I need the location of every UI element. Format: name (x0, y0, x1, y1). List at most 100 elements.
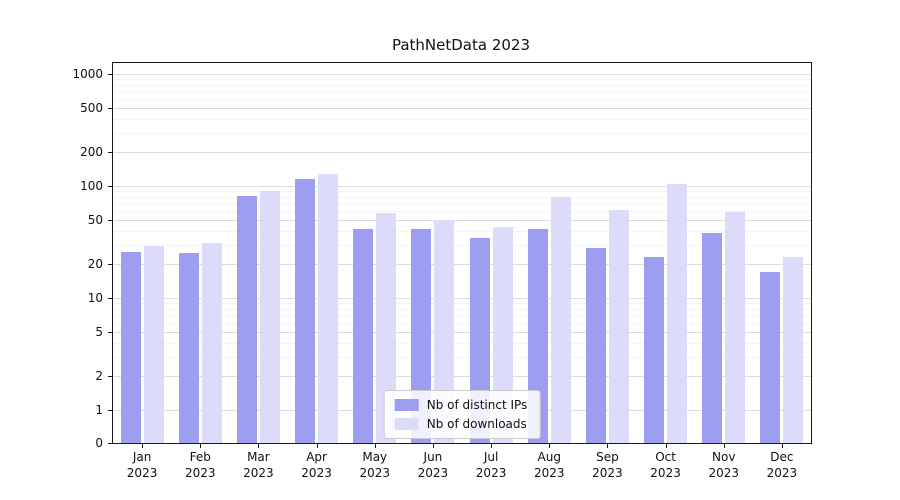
legend-label-distinct-ips: Nb of distinct IPs (426, 398, 528, 412)
y-tick-label: 0 (95, 436, 103, 450)
minor-gridline (113, 196, 811, 198)
x-tick-label: Apr 2023 (301, 450, 332, 480)
x-tick-mark (374, 444, 376, 448)
bar-downloads-mar (259, 190, 280, 443)
major-gridline (113, 152, 811, 154)
x-tick-label: Dec 2023 (766, 450, 798, 480)
legend-swatch-downloads (394, 418, 419, 430)
y-tick-mark (108, 219, 112, 221)
minor-gridline (113, 308, 811, 310)
minor-gridline (113, 191, 811, 193)
minor-gridline (113, 98, 811, 100)
bar-downloads-jul (492, 227, 513, 443)
x-tick-mark (491, 444, 493, 448)
minor-gridline (113, 118, 811, 120)
y-tick-label: 20 (87, 257, 103, 272)
bar-downloads-aug (550, 196, 571, 443)
y-tick-mark (108, 331, 112, 333)
minor-gridline (113, 132, 811, 134)
bar-distinct-ips-apr (295, 179, 316, 443)
bar-downloads-feb (201, 242, 222, 443)
minor-gridline (113, 244, 811, 246)
x-tick-label: Feb 2023 (184, 450, 216, 480)
x-tick-mark (665, 444, 667, 448)
legend-item-distinct-ips: Nb of distinct IPs (394, 398, 528, 412)
x-tick-label: May 2023 (359, 450, 391, 480)
x-tick-label: Jan 2023 (126, 450, 158, 480)
legend-label-downloads: Nb of downloads (426, 417, 527, 431)
x-tick-mark (316, 444, 318, 448)
x-tick-label: Oct 2023 (650, 450, 681, 480)
minor-gridline (113, 322, 811, 324)
bar-downloads-sep (608, 210, 629, 443)
y-tick-mark (108, 152, 112, 154)
bar-distinct-ips-mar (236, 195, 257, 443)
bar-distinct-ips-jun (411, 229, 432, 443)
minor-gridline (113, 356, 811, 358)
major-gridline (113, 298, 811, 299)
y-tick-mark (108, 443, 112, 444)
y-tick-mark (108, 264, 112, 266)
bar-distinct-ips-nov (702, 233, 723, 443)
y-tick-label: 5 (95, 324, 103, 339)
minor-gridline (113, 84, 811, 86)
minor-gridline (113, 303, 811, 305)
bar-downloads-apr (318, 173, 339, 443)
y-tick-label: 500 (80, 100, 103, 115)
bar-distinct-ips-sep (585, 247, 606, 443)
x-tick-label: Mar 2023 (243, 450, 274, 480)
bar-distinct-ips-oct (644, 257, 665, 443)
y-tick-mark (108, 410, 112, 411)
y-tick-mark (108, 107, 112, 109)
major-gridline (113, 264, 811, 266)
bar-distinct-ips-may (353, 229, 374, 443)
x-tick-mark (258, 444, 260, 448)
bar-downloads-nov (725, 212, 746, 443)
x-tick-mark (723, 444, 725, 448)
legend: Nb of distinct IPs Nb of downloads (383, 390, 541, 439)
major-gridline (113, 186, 811, 187)
minor-gridline (113, 230, 811, 232)
minor-gridline (113, 203, 811, 205)
x-tick-mark (607, 444, 609, 448)
bar-distinct-ips-dec (760, 272, 781, 443)
x-tick-label: Sep 2023 (592, 450, 623, 480)
y-tick-label: 50 (87, 212, 103, 227)
y-tick-label: 200 (80, 145, 103, 160)
bar-downloads-may (376, 213, 397, 443)
major-gridline (113, 219, 811, 221)
y-tick-label: 10 (87, 291, 103, 305)
x-tick-mark (549, 444, 551, 448)
y-tick-label: 1 (95, 403, 103, 417)
x-tick-label: Aug 2023 (533, 450, 565, 480)
legend-item-downloads: Nb of downloads (394, 417, 528, 431)
bar-downloads-jun (434, 219, 455, 443)
x-tick-mark (142, 444, 144, 448)
chart-title: PathNetData 2023 (391, 36, 531, 54)
x-tick-mark (432, 444, 434, 448)
y-tick-label: 100 (80, 179, 103, 193)
bar-downloads-dec (783, 257, 804, 443)
y-tick-label: 2 (95, 369, 103, 384)
y-tick-mark (108, 298, 112, 299)
major-gridline (113, 331, 811, 333)
major-gridline (113, 74, 811, 75)
minor-gridline (113, 91, 811, 93)
y-tick-mark (108, 186, 112, 187)
minor-gridline (113, 79, 811, 81)
x-tick-mark (200, 444, 202, 448)
x-tick-label: Nov 2023 (708, 450, 740, 480)
minor-gridline (113, 342, 811, 344)
major-gridline (113, 376, 811, 378)
bar-downloads-oct (667, 183, 688, 443)
bar-downloads-jan (143, 246, 164, 443)
bar-distinct-ips-jan (120, 251, 141, 443)
minor-gridline (113, 315, 811, 317)
y-tick-mark (108, 376, 112, 378)
bar-distinct-ips-aug (527, 229, 548, 443)
x-tick-mark (781, 444, 783, 448)
legend-swatch-distinct-ips (394, 399, 419, 411)
y-tick-label: 1000 (72, 67, 103, 81)
minor-gridline (113, 210, 811, 212)
